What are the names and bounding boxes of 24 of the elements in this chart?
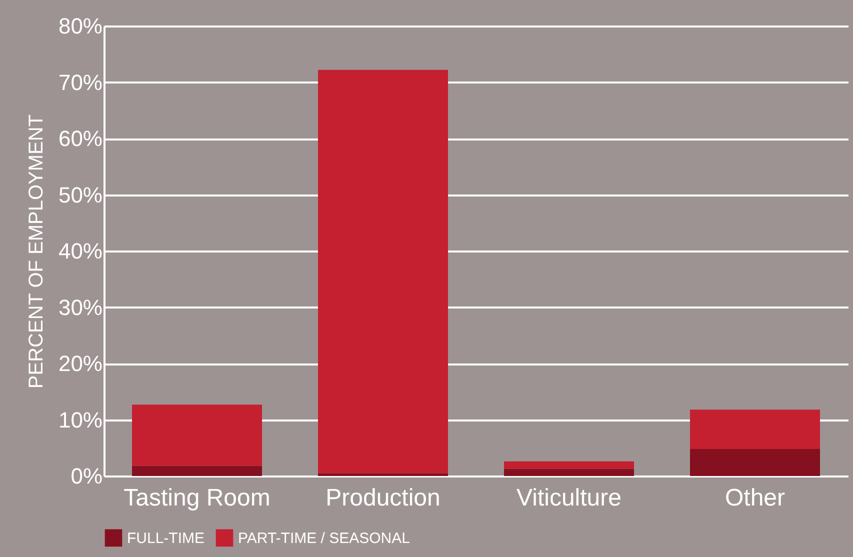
- bar: [504, 468, 634, 476]
- y-tick-label: 60%: [58, 126, 102, 151]
- legend-label: PART-TIME / SEASONAL: [238, 530, 410, 547]
- bar: [132, 404, 262, 466]
- y-tick-label: 80%: [58, 14, 102, 38]
- x-tick-label: Production: [326, 484, 440, 512]
- y-tick-label: 10%: [58, 407, 102, 432]
- y-tick-label: 70%: [58, 70, 102, 95]
- y-tick-label: 0%: [70, 464, 102, 488]
- legend-label: FULL-TIME: [127, 530, 205, 547]
- y-axis-title: PERCENT OF EMPLOYMENT: [25, 114, 48, 389]
- bar: [132, 466, 262, 476]
- y-tick-label: 20%: [58, 351, 102, 376]
- bar: [318, 473, 448, 476]
- bar: [504, 461, 634, 469]
- y-tick-label: 40%: [58, 238, 102, 264]
- x-tick-label: Tasting Room: [124, 484, 270, 512]
- y-tick-label: 30%: [58, 294, 102, 320]
- y-tick-label: 50%: [58, 182, 102, 208]
- x-tick-label: Other: [724, 484, 786, 512]
- bar: [318, 70, 448, 474]
- x-tick-label: Viticulture: [516, 484, 622, 512]
- bar: [690, 449, 820, 476]
- bar: [690, 410, 820, 449]
